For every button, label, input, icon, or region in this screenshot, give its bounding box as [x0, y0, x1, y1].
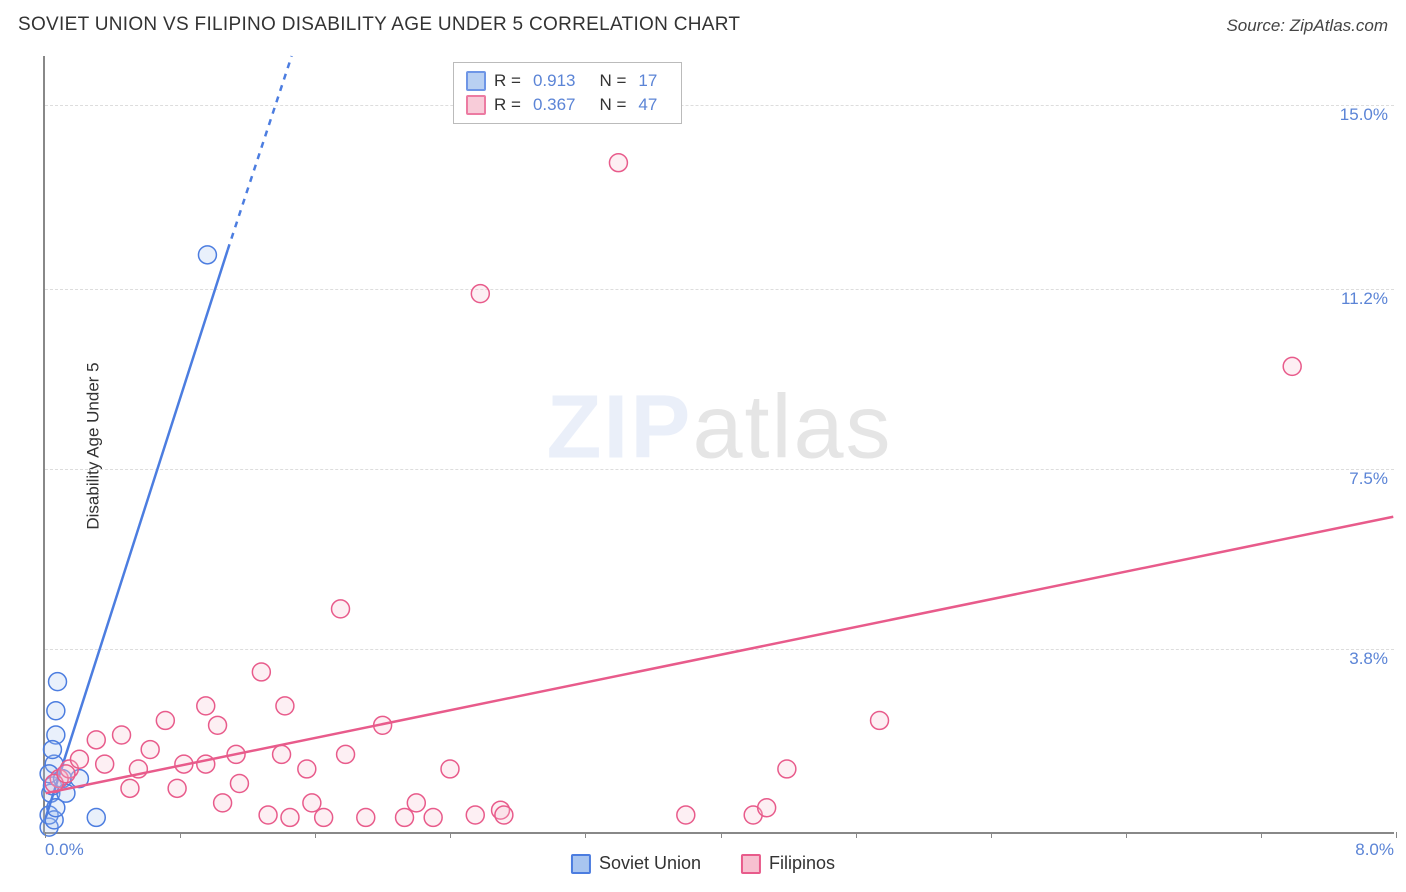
- data-point: [471, 285, 489, 303]
- data-point: [141, 741, 159, 759]
- data-point: [281, 808, 299, 826]
- data-point: [677, 806, 695, 824]
- x-axis-min-label: 0.0%: [45, 840, 84, 860]
- data-point: [230, 775, 248, 793]
- chart-container: SOVIET UNION VS FILIPINO DISABILITY AGE …: [0, 0, 1406, 892]
- legend-label: Filipinos: [769, 853, 835, 874]
- trendline: [228, 56, 292, 250]
- data-point: [337, 745, 355, 763]
- data-point: [57, 765, 75, 783]
- bottom-legend: Soviet Union Filipinos: [571, 853, 835, 874]
- data-point: [273, 745, 291, 763]
- x-tick: [1126, 832, 1127, 838]
- data-point: [332, 600, 350, 618]
- data-point: [121, 779, 139, 797]
- data-point: [424, 808, 442, 826]
- plot-area: ZIPatlas R =0.913N =17R =0.367N =47 3.8%…: [43, 56, 1394, 834]
- x-tick: [315, 832, 316, 838]
- data-point: [113, 726, 131, 744]
- data-point: [466, 806, 484, 824]
- x-tick: [45, 832, 46, 838]
- data-point: [609, 154, 627, 172]
- data-point: [495, 806, 513, 824]
- legend-item: Filipinos: [741, 853, 835, 874]
- plot-svg: [45, 56, 1394, 832]
- data-point: [276, 697, 294, 715]
- trendline: [46, 250, 228, 817]
- data-point: [871, 711, 889, 729]
- stat-r-label: R =: [494, 69, 521, 93]
- data-point: [49, 673, 67, 691]
- data-point: [87, 731, 105, 749]
- data-point: [778, 760, 796, 778]
- legend-stats-row: R = 0.913 N = 17: [466, 69, 657, 93]
- chart-title: SOVIET UNION VS FILIPINO DISABILITY AGE …: [18, 14, 740, 36]
- data-point: [43, 741, 61, 759]
- data-point: [209, 716, 227, 734]
- data-point: [197, 697, 215, 715]
- x-tick: [180, 832, 181, 838]
- plot-inner: ZIPatlas R =0.913N =17R =0.367N =47 3.8%…: [45, 56, 1394, 832]
- data-point: [96, 755, 114, 773]
- legend-swatch: [466, 71, 486, 91]
- data-point: [758, 799, 776, 817]
- title-bar: SOVIET UNION VS FILIPINO DISABILITY AGE …: [18, 14, 1388, 36]
- data-point: [70, 750, 88, 768]
- stat-n-value: 17: [638, 69, 657, 93]
- data-point: [396, 808, 414, 826]
- data-point: [259, 806, 277, 824]
- legend-item: Soviet Union: [571, 853, 701, 874]
- stat-n-value: 47: [638, 93, 657, 117]
- legend-label: Soviet Union: [599, 853, 701, 874]
- x-tick: [1396, 832, 1397, 838]
- data-point: [298, 760, 316, 778]
- stat-n-label: N =: [599, 93, 626, 117]
- x-axis-max-label: 8.0%: [1355, 840, 1394, 860]
- data-point: [156, 711, 174, 729]
- x-tick: [991, 832, 992, 838]
- legend-stats-box: R = 0.913 N = 17 R = 0.367 N = 47: [453, 62, 682, 124]
- data-point: [303, 794, 321, 812]
- data-point: [357, 808, 375, 826]
- stat-r-value: 0.367: [533, 93, 576, 117]
- stat-n-label: N =: [599, 69, 626, 93]
- stat-r-label: R =: [494, 93, 521, 117]
- data-point: [47, 702, 65, 720]
- legend-swatch: [741, 854, 761, 874]
- x-tick: [450, 832, 451, 838]
- legend-stats-row: R = 0.367 N = 47: [466, 93, 657, 117]
- data-point: [214, 794, 232, 812]
- x-tick: [856, 832, 857, 838]
- trendline: [46, 517, 1394, 793]
- stat-r-value: 0.913: [533, 69, 576, 93]
- chart-source: Source: ZipAtlas.com: [1226, 16, 1388, 36]
- data-point: [441, 760, 459, 778]
- legend-swatch: [466, 95, 486, 115]
- data-point: [1283, 357, 1301, 375]
- legend-swatch: [571, 854, 591, 874]
- x-tick: [1261, 832, 1262, 838]
- data-point: [87, 808, 105, 826]
- x-tick: [721, 832, 722, 838]
- x-tick: [585, 832, 586, 838]
- data-point: [252, 663, 270, 681]
- data-point: [407, 794, 425, 812]
- data-point: [198, 246, 216, 264]
- data-point: [315, 808, 333, 826]
- data-point: [168, 779, 186, 797]
